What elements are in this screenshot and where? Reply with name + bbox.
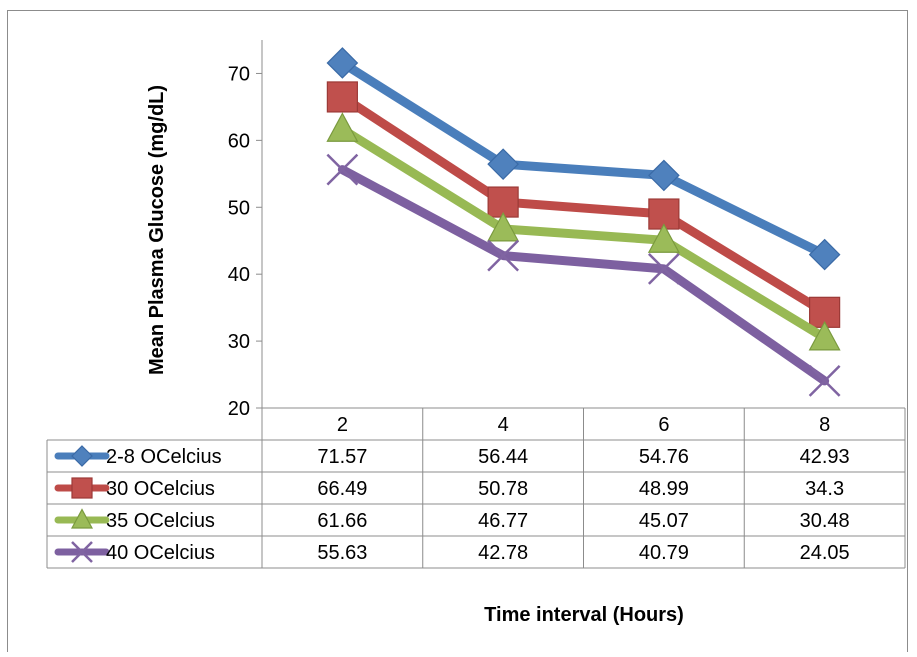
data-point <box>326 112 359 142</box>
y-tick-label: 60 <box>228 130 250 152</box>
y-axis-label: Mean Plasma Glucose (mg/dL) <box>146 85 168 375</box>
data-point <box>326 153 359 186</box>
table-value-cell: 56.44 <box>478 446 528 468</box>
data-point <box>326 81 358 113</box>
legend-key-marker <box>71 541 93 563</box>
table-value-cell: 66.49 <box>317 478 367 500</box>
data-point <box>487 239 520 272</box>
table-value-cell: 55.63 <box>317 542 367 564</box>
table-value-cell: 48.99 <box>639 478 689 500</box>
legend-key-marker <box>71 477 93 499</box>
table-value-cell: 42.93 <box>800 446 850 468</box>
table-value-cell: 40.79 <box>639 542 689 564</box>
x-axis-label: Time interval (Hours) <box>484 604 684 626</box>
data-point <box>487 148 519 181</box>
series-line <box>337 124 830 343</box>
y-tick-label: 50 <box>228 197 250 219</box>
table-value-cell: 30.48 <box>800 510 850 532</box>
table-value-cell: 61.66 <box>317 510 367 532</box>
series-line <box>337 58 830 260</box>
data-point <box>647 253 680 285</box>
data-point <box>648 159 680 192</box>
table-value-cell: 34.3 <box>805 478 844 500</box>
table-value-cell: 45.07 <box>639 510 689 532</box>
table-value-cell: 42.78 <box>478 542 528 564</box>
data-point <box>647 223 680 253</box>
legend-key-marker <box>71 445 93 467</box>
x-category-label: 8 <box>819 414 830 436</box>
legend-series-name: 40 OCelcius <box>106 542 215 564</box>
x-category-label: 6 <box>658 414 669 436</box>
legend-series-name: 2-8 OCelcius <box>106 446 222 468</box>
data-point <box>808 365 841 397</box>
legend-key-marker <box>70 508 94 529</box>
legend-series-name: 35 OCelcius <box>106 510 215 532</box>
y-tick-label: 70 <box>228 63 250 85</box>
data-point <box>326 47 359 79</box>
data-point <box>808 320 841 351</box>
table-value-cell: 54.76 <box>639 446 689 468</box>
table-value-cell: 71.57 <box>317 446 367 468</box>
y-tick-label: 40 <box>228 264 250 286</box>
series-line <box>337 165 830 386</box>
data-point <box>808 238 841 271</box>
data-point <box>487 211 520 242</box>
legend-series-name: 30 OCelcius <box>106 478 215 500</box>
table-value-cell: 46.77 <box>478 510 528 532</box>
x-category-label: 4 <box>498 414 509 436</box>
table-value-cell: 24.05 <box>800 542 850 564</box>
x-category-label: 2 <box>337 414 348 436</box>
y-tick-label: 30 <box>228 331 250 353</box>
table-value-cell: 50.78 <box>478 478 528 500</box>
series-line <box>337 92 830 317</box>
y-tick-label: 20 <box>228 398 250 420</box>
